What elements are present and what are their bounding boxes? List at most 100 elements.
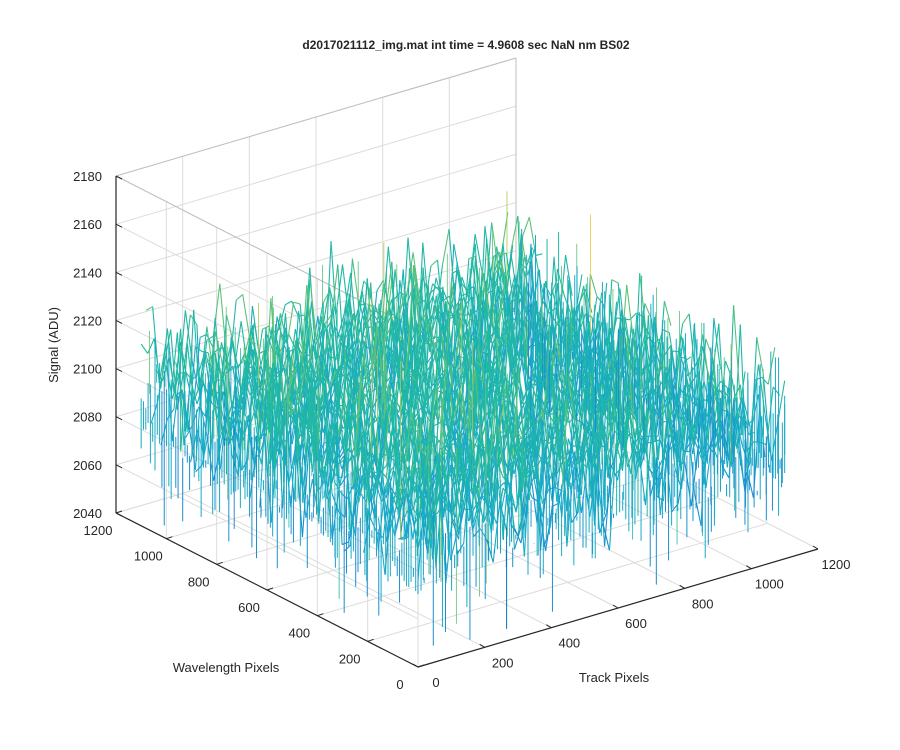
y-tick [216,561,223,565]
surface-segment [375,306,383,329]
surface-segment [409,505,417,536]
surface-segment [504,466,512,479]
surface-segment [272,347,280,364]
surface-segment [496,289,504,327]
surface-segment [231,417,239,440]
surface-segment [642,310,651,367]
surface-segment [613,430,622,439]
surface-segment [636,314,644,395]
y-tick-label: 600 [238,600,260,615]
z-tick [115,271,123,276]
surface-segment [323,438,332,499]
surface-segment [603,359,612,421]
surface-segment [458,487,466,511]
surface-segment [572,459,581,470]
x-tick-label: 1200 [822,557,851,572]
surface-segment [662,329,670,334]
y-tick [266,587,274,591]
surface-segment [550,456,558,526]
surface-segment [566,405,574,447]
surface-segment [397,473,406,511]
y-tick [115,510,123,514]
surface-segment [286,302,295,344]
surface-segment [451,269,460,274]
surface-segment [343,545,351,552]
surface-segment [648,465,656,485]
surface-segment [321,367,329,375]
surface-segment [492,377,500,384]
surface-segment [761,376,769,385]
surface-segment [250,393,259,442]
surface-segment [571,390,579,395]
surface-segment [387,508,396,537]
surface-segment [429,319,438,361]
surface-segment [274,375,282,472]
surface-segment [652,365,661,382]
surface-segment [577,375,585,435]
surface-segment [450,281,459,329]
surface-segment [369,378,377,385]
x-tick [546,624,552,629]
surface-segment [544,350,553,434]
surface-segment [331,334,339,401]
surface-segment [510,524,519,536]
surface-segment [441,484,450,512]
surface-segment [480,330,489,357]
surface-segment [453,390,461,422]
surface-segment [510,215,519,250]
surface-segment [486,330,495,415]
surface-segment [548,436,556,445]
surface-segment [303,370,312,434]
surface-segment [626,338,635,434]
surface-segment [273,313,281,354]
surface-segment [224,417,232,423]
surface-segment [731,414,740,465]
surface-segment [288,400,297,415]
surface-segment [474,234,483,271]
surface-segment [459,373,467,381]
surface-segment [690,449,699,507]
surface-segment [336,350,344,416]
surface-segment [554,337,562,367]
surface-segment [500,423,509,440]
x-tick [412,663,419,668]
surface-segment [546,425,555,491]
z-tick [115,512,123,517]
surface-segment [481,437,489,509]
surface-segment [428,441,437,568]
surface-segment [288,411,297,456]
surface-segment [414,348,423,384]
surface-segment [756,337,764,375]
surface-segment [416,359,425,419]
surface-segment [535,253,543,256]
surface-segment [373,471,380,474]
surface-segment [294,358,303,411]
surface-segment [415,380,423,441]
surface-segment [392,476,401,503]
surface-segment [296,336,305,353]
surface-segment [522,467,530,473]
surface-segment [401,372,410,434]
x-tick-label: 800 [692,596,714,611]
surface-segment [362,379,370,392]
surface-segment [662,418,671,502]
surface-segment [713,318,721,370]
surface-segment [742,400,751,428]
surface-segment [571,511,579,523]
surface-segment [600,431,609,440]
surface-segment [513,276,522,296]
x-tick [812,545,819,550]
surface-segment [262,325,270,330]
surface-segment [664,367,672,380]
surface-segment [475,361,484,368]
surface-segment [587,423,596,526]
surface-segment [186,377,195,407]
surface-segment [568,377,576,426]
surface-segment [471,294,480,366]
surface-segment [523,387,531,437]
surface-segment [152,306,160,384]
surface-segment [380,392,389,496]
surface-segment [579,378,587,444]
surface-segment [180,343,188,452]
surface-segment [657,300,665,387]
